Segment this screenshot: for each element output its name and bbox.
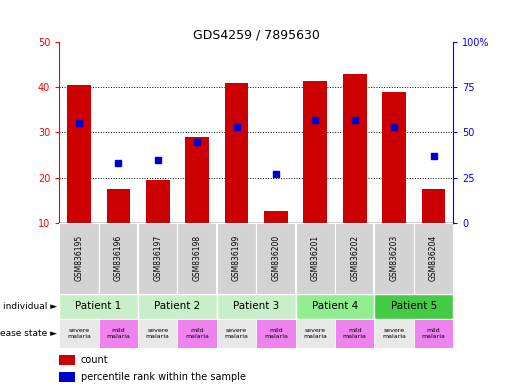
Bar <box>414 319 453 348</box>
Text: severe
malaria: severe malaria <box>382 328 406 339</box>
Bar <box>217 294 296 319</box>
Title: GDS4259 / 7895630: GDS4259 / 7895630 <box>193 28 320 41</box>
Bar <box>59 372 75 382</box>
Text: disease state ►: disease state ► <box>0 329 57 338</box>
Bar <box>107 189 130 223</box>
Text: mild
malaria: mild malaria <box>422 328 445 339</box>
Bar <box>59 223 99 294</box>
Bar <box>382 92 406 223</box>
Bar <box>422 189 445 223</box>
Bar <box>217 223 256 294</box>
Text: GSM836198: GSM836198 <box>193 235 201 281</box>
Bar <box>138 294 217 319</box>
Text: mild
malaria: mild malaria <box>185 328 209 339</box>
Text: GSM836201: GSM836201 <box>311 235 320 281</box>
Text: Patient 2: Patient 2 <box>154 301 200 311</box>
Bar <box>146 180 169 223</box>
Bar <box>225 83 248 223</box>
Text: Patient 3: Patient 3 <box>233 301 279 311</box>
Bar <box>256 319 296 348</box>
Text: GSM836200: GSM836200 <box>271 235 280 281</box>
Bar <box>59 355 75 365</box>
Bar <box>335 223 374 294</box>
Bar <box>296 294 374 319</box>
Text: GSM836196: GSM836196 <box>114 235 123 281</box>
Text: severe
malaria: severe malaria <box>146 328 169 339</box>
Bar <box>59 319 99 348</box>
Text: Patient 1: Patient 1 <box>76 301 122 311</box>
Bar <box>264 212 288 223</box>
Bar <box>217 319 256 348</box>
Bar <box>177 223 217 294</box>
Bar <box>59 294 138 319</box>
Text: mild
malaria: mild malaria <box>107 328 130 339</box>
Bar <box>99 319 138 348</box>
Text: count: count <box>81 355 109 365</box>
Text: GSM836195: GSM836195 <box>75 235 83 281</box>
Text: mild
malaria: mild malaria <box>343 328 367 339</box>
Text: severe
malaria: severe malaria <box>225 328 248 339</box>
Bar <box>256 223 296 294</box>
Text: GSM836199: GSM836199 <box>232 235 241 281</box>
Text: severe
malaria: severe malaria <box>303 328 327 339</box>
Bar <box>138 319 177 348</box>
Bar <box>177 319 217 348</box>
Text: GSM836203: GSM836203 <box>390 235 399 281</box>
Bar <box>374 319 414 348</box>
Bar <box>343 74 367 223</box>
Text: GSM836202: GSM836202 <box>350 235 359 281</box>
Text: individual ►: individual ► <box>3 302 57 311</box>
Bar <box>374 223 414 294</box>
Bar <box>296 223 335 294</box>
Bar <box>67 85 91 223</box>
Text: GSM836197: GSM836197 <box>153 235 162 281</box>
Bar <box>296 319 335 348</box>
Text: mild
malaria: mild malaria <box>264 328 288 339</box>
Text: Patient 4: Patient 4 <box>312 301 358 311</box>
Bar <box>99 223 138 294</box>
Text: percentile rank within the sample: percentile rank within the sample <box>81 372 246 382</box>
Bar <box>414 223 453 294</box>
Text: severe
malaria: severe malaria <box>67 328 91 339</box>
Bar <box>138 223 177 294</box>
Bar <box>185 137 209 223</box>
Bar <box>303 81 327 223</box>
Bar <box>335 319 374 348</box>
Bar <box>374 294 453 319</box>
Text: GSM836204: GSM836204 <box>429 235 438 281</box>
Text: Patient 5: Patient 5 <box>391 301 437 311</box>
